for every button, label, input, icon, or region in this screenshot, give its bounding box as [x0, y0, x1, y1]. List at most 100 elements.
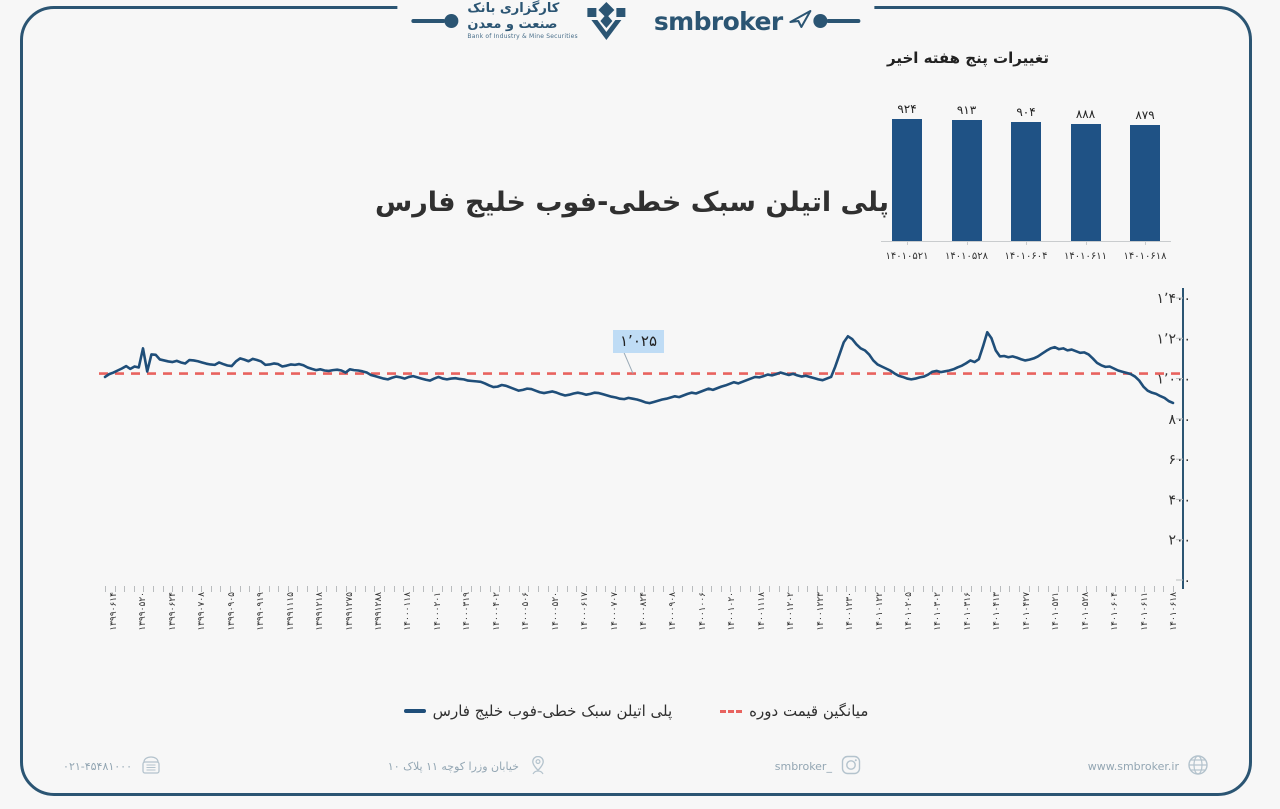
- x-axis-tick: [557, 586, 559, 592]
- x-axis-tick: [1019, 586, 1021, 592]
- bar-column[interactable]: ۸۷۹: [1119, 81, 1171, 245]
- bank-logo: کارگزاری بانک صنعت و معدن Bank of Indust…: [467, 0, 627, 42]
- y-axis-label: ۱٬۲۰۰: [1156, 331, 1191, 347]
- legend-average-label: میانگین قیمت دوره: [749, 702, 869, 720]
- header-dash-left: [411, 19, 446, 23]
- price-series-line: [103, 330, 1175, 405]
- bar-value-label: ۹۰۴: [1016, 104, 1036, 119]
- x-axis-tick: [1105, 586, 1107, 592]
- x-axis-tick: [595, 586, 597, 592]
- footer-website[interactable]: www.smbroker.ir: [1088, 754, 1209, 779]
- bar-value-label: ۹۲۴: [897, 102, 917, 116]
- legend-series-label: پلی اتیلن سبک خطی-فوب خلیج فارس: [432, 702, 673, 720]
- x-axis-tick: [374, 586, 376, 592]
- bar-rect: [1011, 121, 1041, 241]
- x-axis-tick: [537, 586, 539, 592]
- footer-instagram[interactable]: smbroker_: [775, 754, 862, 779]
- instagram-icon: [840, 754, 862, 779]
- x-axis-tick: [817, 586, 818, 592]
- x-axis-tick: [1057, 586, 1059, 592]
- x-axis-tick: [191, 586, 193, 592]
- x-axis-label: ۱۴۰۱۰۶۱۱: [1139, 592, 1150, 631]
- smbroker-wordmark: smbroker: [653, 6, 783, 36]
- bar-chart-x-labels: ۱۴۰۱۰۵۲۱ ۱۴۰۱۰۵۲۸ ۱۴۰۱۰۶۰۴ ۱۴۰۱۰۶۱۱ ۱۴۰۱۰۶۱۸: [881, 251, 1171, 262]
- bank-name-english: Bank of Industry & Mine Securities: [467, 33, 578, 40]
- x-axis-tick: [326, 586, 328, 592]
- x-axis-tick: [335, 586, 337, 592]
- solid-line-swatch-icon: [403, 709, 426, 713]
- x-axis-tick: [364, 586, 366, 592]
- x-axis-tick: [932, 586, 934, 592]
- x-axis-tick: [970, 586, 972, 592]
- x-axis-tick: [903, 586, 905, 592]
- x-axis-label: ۱۴۰۰۰۵۲۰: [550, 592, 561, 631]
- bar-column[interactable]: ۹۰۴: [1000, 81, 1052, 245]
- x-axis-tick: [778, 586, 780, 592]
- bar-column[interactable]: ۹۱۳: [941, 81, 993, 245]
- x-axis-tick: [874, 586, 876, 592]
- x-axis-tick: [114, 586, 116, 592]
- header-dash-right: [826, 19, 861, 23]
- x-axis-tick: [980, 586, 982, 592]
- x-axis-label: ۱۴۰۰۰۵۰۶: [521, 592, 532, 631]
- five-week-bar-chart: تغییرات پنج هفته اخیر ۹۲۴ ۹۱۳ ۹۰۴ ۸۸۸ ۸۷۹ ۱۴…: [881, 49, 1171, 262]
- x-axis-tick: [855, 586, 857, 592]
- x-axis-tick: [788, 586, 790, 592]
- bar-rect: [951, 120, 982, 241]
- bar-date-label: ۱۴۰۱۰۶۰۴: [1004, 251, 1048, 262]
- x-axis-tick: [441, 586, 443, 592]
- x-axis-tick: [922, 586, 924, 592]
- x-axis-tick: [230, 586, 232, 592]
- x-axis-tick: [451, 586, 453, 592]
- x-axis-tick: [990, 586, 992, 592]
- bar-chart-plot: ۹۲۴ ۹۱۳ ۹۰۴ ۸۸۸ ۸۷۹: [881, 81, 1171, 245]
- x-axis-label: ۱۴۰۰۱۱۱۸: [756, 592, 767, 631]
- x-axis-label: ۱۴۰۰۰۸۲۴: [639, 592, 649, 631]
- x-axis-tick: [893, 586, 895, 592]
- x-axis-label: ۱۴۰۱۰۵۲۱: [1051, 592, 1062, 631]
- x-axis-tick: [1028, 586, 1030, 592]
- x-axis-tick: [201, 586, 203, 592]
- x-axis-label: ۱۴۰۰۱۲۲۳: [815, 592, 826, 631]
- x-axis-tick: [403, 586, 405, 592]
- x-axis-tick: [1134, 586, 1136, 592]
- x-axis-tick: [1144, 586, 1146, 592]
- footer-phone: ۰۲۱-۴۵۴۸۱۰۰۰: [63, 754, 162, 779]
- x-axis-label: ۱۴۰۰۰۹۰۸: [668, 592, 679, 631]
- x-axis-tick: [489, 586, 491, 592]
- x-axis-tick: [470, 586, 472, 592]
- x-axis-tick: [1038, 586, 1040, 592]
- bar-column[interactable]: ۸۸۸: [1060, 81, 1112, 245]
- x-axis-tick: [105, 586, 106, 592]
- x-axis-tick: [461, 586, 462, 592]
- x-axis-tick: [884, 586, 886, 592]
- x-axis-tick: [749, 586, 751, 592]
- x-axis-tick: [614, 586, 616, 592]
- x-axis-tick: [393, 586, 395, 592]
- x-axis-label: ۱۴۰۰۰۳۱۹: [462, 592, 473, 631]
- x-axis-tick: [836, 586, 838, 592]
- x-axis-tick: [124, 586, 126, 592]
- legend-item-average[interactable]: میانگین قیمت دوره: [720, 702, 868, 720]
- x-axis-tick: [258, 586, 260, 592]
- bar-column[interactable]: ۹۲۴: [881, 81, 933, 245]
- x-axis-tick: [1086, 586, 1088, 592]
- x-axis-tick: [1009, 586, 1011, 592]
- bar-value-label: ۹۱۳: [956, 103, 977, 118]
- x-axis-tick: [845, 586, 847, 592]
- x-axis-tick: [576, 586, 578, 592]
- x-axis-label: ۱۳۹۹۱۱۱۵: [285, 592, 296, 631]
- average-price-annotation: ۱٬۰۲۵: [613, 330, 664, 353]
- x-axis-label: ۱۳۹۹۰۶۲۴: [167, 592, 178, 631]
- x-axis-tick: [653, 586, 655, 592]
- x-axis-tick: [355, 586, 357, 592]
- x-axis-label: ۱۳۹۹۱۲۱۸: [315, 592, 326, 631]
- legend-item-series[interactable]: پلی اتیلن سبک خطی-فوب خلیج فارس: [403, 702, 673, 720]
- x-axis-tick: [1124, 586, 1126, 592]
- bar-date-label: ۱۴۰۱۰۶۱۸: [1123, 251, 1167, 262]
- globe-icon: [1187, 754, 1209, 779]
- x-axis-label: ۱۳۹۹۰۶۱۴: [109, 592, 119, 631]
- x-axis-tick: [701, 586, 703, 592]
- x-axis-label: ۱۴۰۰۱۲۰۲: [786, 592, 797, 631]
- x-axis-label: ۱۴۰۰۰۷۰۷: [609, 592, 620, 631]
